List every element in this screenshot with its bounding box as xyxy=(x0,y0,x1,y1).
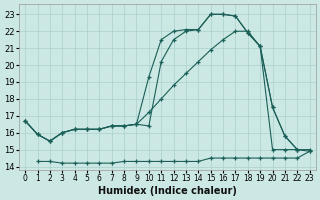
X-axis label: Humidex (Indice chaleur): Humidex (Indice chaleur) xyxy=(98,186,237,196)
